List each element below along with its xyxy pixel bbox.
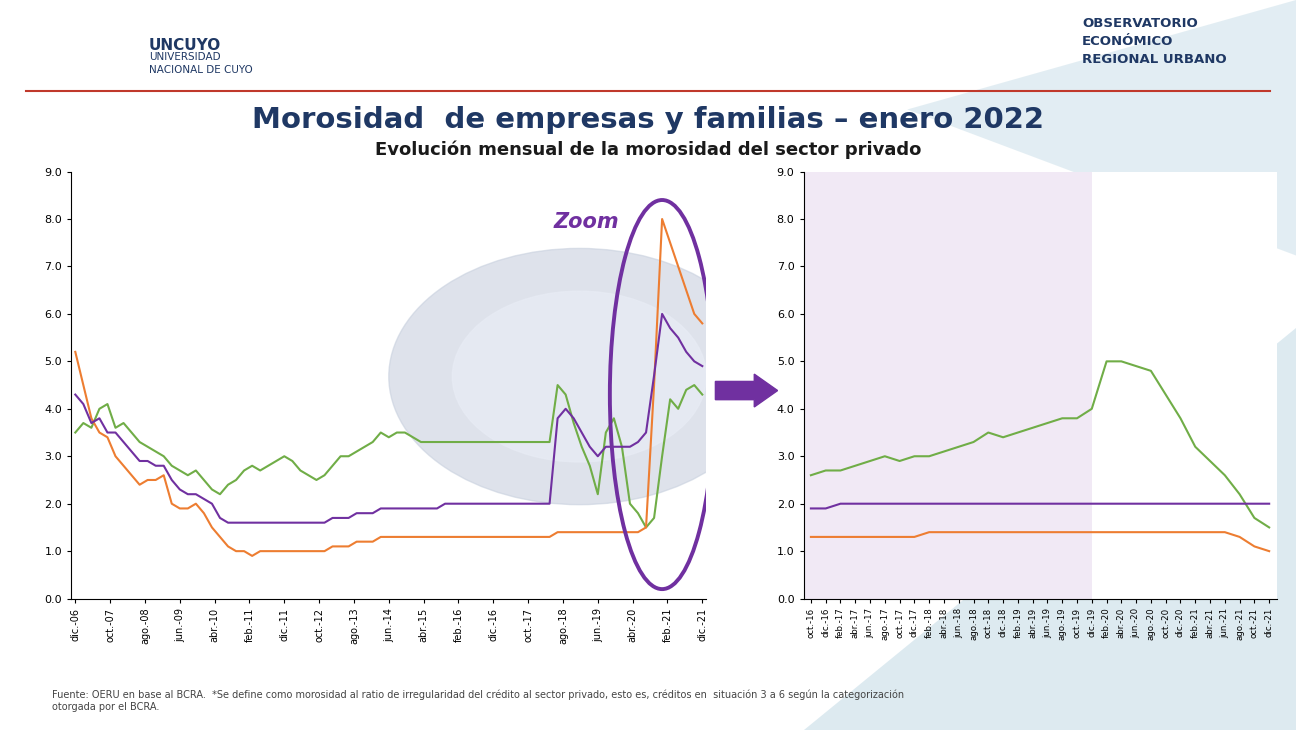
Text: OBSERVATORIO
ECONÓMICO
REGIONAL URBANO: OBSERVATORIO ECONÓMICO REGIONAL URBANO bbox=[1082, 17, 1227, 66]
Bar bbox=[804, 172, 1091, 599]
Text: Morosidad  de empresas y familias – enero 2022: Morosidad de empresas y familias – enero… bbox=[251, 107, 1045, 134]
Text: Zoom: Zoom bbox=[553, 212, 619, 232]
Circle shape bbox=[389, 248, 770, 504]
Circle shape bbox=[452, 291, 706, 462]
Text: Fuente: OERU en base al BCRA.  *Se define como morosidad al ratio de irregularid: Fuente: OERU en base al BCRA. *Se define… bbox=[52, 690, 905, 712]
Text: UNCUYO: UNCUYO bbox=[149, 38, 222, 53]
Text: Evolución mensual de la morosidad del sector privado: Evolución mensual de la morosidad del se… bbox=[375, 140, 921, 159]
Text: UNIVERSIDAD
NACIONAL DE CUYO: UNIVERSIDAD NACIONAL DE CUYO bbox=[149, 53, 253, 75]
